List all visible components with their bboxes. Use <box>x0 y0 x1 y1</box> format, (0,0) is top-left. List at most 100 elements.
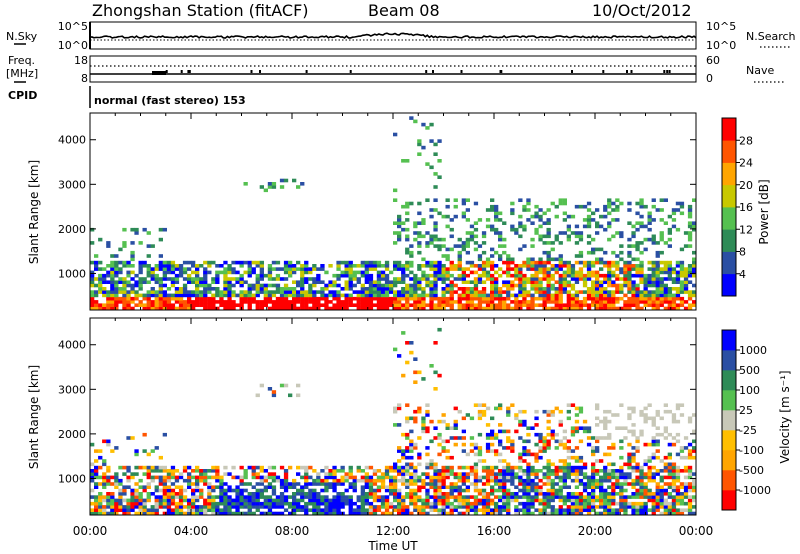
scatter-cell <box>227 508 232 512</box>
scatter-cell <box>599 436 604 440</box>
scatter-cell <box>554 446 559 450</box>
scatter-cell <box>603 227 608 232</box>
scatter-cell <box>150 511 155 516</box>
scatter-cell <box>627 442 632 447</box>
scatter-cell <box>429 306 434 311</box>
scatter-cell <box>631 429 636 434</box>
scatter-cell <box>409 250 414 255</box>
scatter-cell <box>586 218 592 222</box>
scatter-cell <box>607 280 612 284</box>
nave-tick-top: 60 <box>706 54 720 67</box>
scatter-cell <box>599 273 604 278</box>
scatter-cell <box>401 159 406 163</box>
scatter-cell <box>469 260 475 265</box>
scatter-cell <box>340 492 345 496</box>
scatter-cell <box>538 303 543 307</box>
scatter-cell <box>627 482 632 486</box>
scatter-cell <box>348 495 353 499</box>
scatter-cell <box>445 498 450 503</box>
scatter-cell <box>401 465 406 470</box>
scatter-cell <box>235 488 240 493</box>
scatter-cell <box>615 287 620 291</box>
scatter-cell <box>207 260 212 265</box>
scatter-cell <box>110 287 115 291</box>
scatter-cell <box>263 283 268 288</box>
scatter-cell <box>364 508 369 512</box>
scatter-cell <box>623 293 628 298</box>
scatter-cell <box>138 505 143 509</box>
scatter-cell <box>619 244 624 248</box>
scatter-cell <box>643 442 648 447</box>
scatter-cell <box>441 293 446 298</box>
scatter-cell <box>453 267 458 271</box>
scatter-cell <box>413 119 418 124</box>
scatter-cell <box>643 508 648 512</box>
scatter-cell <box>675 472 681 476</box>
scatter-cell <box>376 495 382 499</box>
scatter-cell <box>603 277 608 281</box>
scatter-cell <box>231 260 236 265</box>
scatter-cell <box>522 419 527 424</box>
time-x-axis: 00:00 04:00 08:00 12:00 16:00 20:00 00:00 <box>73 524 714 538</box>
scatter-cell <box>158 306 163 311</box>
scatter-cell <box>651 204 656 209</box>
scatter-cell <box>102 267 107 271</box>
scatter-cell <box>550 267 555 271</box>
scatter-cell <box>651 501 656 506</box>
scatter-cell <box>578 273 584 278</box>
scatter-cell <box>170 498 176 503</box>
scatter-cell <box>611 492 616 496</box>
scatter-cell <box>558 511 563 516</box>
scatter-cell <box>300 505 305 509</box>
scatter-cell <box>546 511 551 516</box>
scatter-cell <box>401 469 406 473</box>
scatter-cell <box>259 264 264 268</box>
scatter-cell <box>473 482 479 486</box>
scatter-cell <box>647 459 652 463</box>
scatter-cell <box>566 455 571 460</box>
scatter-cell <box>542 300 547 304</box>
scatter-cell <box>490 264 495 268</box>
scatter-cell <box>615 511 620 516</box>
scatter-cell <box>215 469 220 473</box>
scatter-cell <box>542 211 547 216</box>
scatter-cell <box>619 482 624 486</box>
scatter-cell <box>534 485 539 489</box>
scatter-cell <box>643 413 648 417</box>
scatter-cell <box>469 296 475 301</box>
scatter-cell <box>578 469 584 473</box>
scatter-cell <box>461 273 466 278</box>
scatter-cell <box>243 482 248 486</box>
scatter-cell <box>679 446 685 450</box>
scatter-cell <box>498 488 503 493</box>
scatter-cell <box>595 231 600 235</box>
scatter-cell <box>393 221 398 225</box>
scatter-cell <box>490 511 495 516</box>
scatter-cell <box>312 501 317 506</box>
scatter-cell <box>263 485 268 489</box>
scatter-cell <box>187 465 192 470</box>
scatter-cell <box>578 237 584 242</box>
scatter-cell <box>586 260 592 265</box>
scatter-cell <box>255 465 260 470</box>
scatter-cell <box>288 303 293 307</box>
scatter-cell <box>223 270 228 275</box>
scatter-cell <box>348 267 353 271</box>
scatter-cell <box>372 283 378 288</box>
scatter-cell <box>550 306 555 311</box>
scatter-cell <box>457 409 462 414</box>
scatter-cell <box>401 478 406 483</box>
scatter-cell <box>352 277 357 281</box>
scatter-cell <box>94 508 99 512</box>
scatter-cell <box>441 264 446 268</box>
scatter-cell <box>316 296 321 301</box>
scatter-cell <box>671 224 677 229</box>
scatter-cell <box>393 132 398 137</box>
scatter-cell <box>445 290 450 294</box>
scatter-cell <box>611 498 616 503</box>
scatter-cell <box>687 270 693 275</box>
scatter-cell <box>368 277 374 281</box>
scatter-cell <box>651 198 656 202</box>
scatter-cell <box>288 273 293 278</box>
scatter-cell <box>635 511 640 516</box>
